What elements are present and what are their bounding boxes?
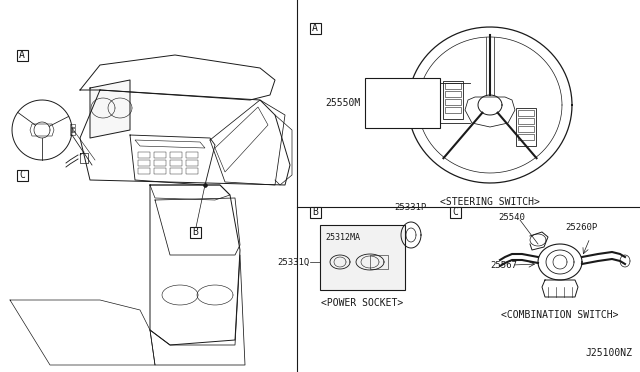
Text: 25540: 25540 <box>498 213 525 222</box>
Bar <box>138 152 150 158</box>
Bar <box>310 22 321 33</box>
Bar <box>443 81 463 119</box>
Text: 25312MA: 25312MA <box>325 233 360 242</box>
Bar <box>70 128 75 131</box>
Bar <box>138 168 150 174</box>
Bar <box>370 255 388 269</box>
Bar <box>154 160 166 166</box>
Bar <box>170 152 182 158</box>
Text: <COMBINATION SWITCH>: <COMBINATION SWITCH> <box>501 310 619 320</box>
Bar <box>449 206 461 218</box>
Bar <box>445 83 461 89</box>
Polygon shape <box>90 80 130 138</box>
Bar <box>186 152 198 158</box>
Text: 25567: 25567 <box>490 260 517 269</box>
Bar <box>320 225 405 290</box>
Bar <box>17 49 28 61</box>
Bar <box>518 126 534 132</box>
Bar <box>170 168 182 174</box>
Bar <box>189 227 200 237</box>
Text: 25331P: 25331P <box>394 203 426 212</box>
Bar <box>445 99 461 105</box>
Bar <box>516 108 536 146</box>
Text: A: A <box>312 23 318 33</box>
Text: 25331Q: 25331Q <box>278 257 310 266</box>
Text: J25100NZ: J25100NZ <box>585 348 632 358</box>
Text: <STEERING SWITCH>: <STEERING SWITCH> <box>440 197 540 207</box>
Text: B: B <box>192 227 198 237</box>
Bar <box>70 124 75 127</box>
Bar <box>138 160 150 166</box>
Bar <box>518 118 534 124</box>
Bar <box>310 206 321 218</box>
Bar <box>445 91 461 97</box>
Bar <box>186 160 198 166</box>
Text: C: C <box>452 207 458 217</box>
Text: A: A <box>19 50 25 60</box>
Bar <box>170 160 182 166</box>
Text: C: C <box>19 170 25 180</box>
Bar <box>518 110 534 116</box>
Bar <box>70 132 75 135</box>
Text: B: B <box>312 207 318 217</box>
Bar <box>17 170 28 180</box>
Text: 25550M: 25550M <box>326 98 361 108</box>
Bar <box>186 168 198 174</box>
Bar <box>154 152 166 158</box>
Bar <box>154 168 166 174</box>
Bar <box>518 134 534 140</box>
Text: 25260P: 25260P <box>565 224 597 232</box>
Bar <box>445 107 461 113</box>
Bar <box>365 78 440 128</box>
Text: <POWER SOCKET>: <POWER SOCKET> <box>321 298 403 308</box>
